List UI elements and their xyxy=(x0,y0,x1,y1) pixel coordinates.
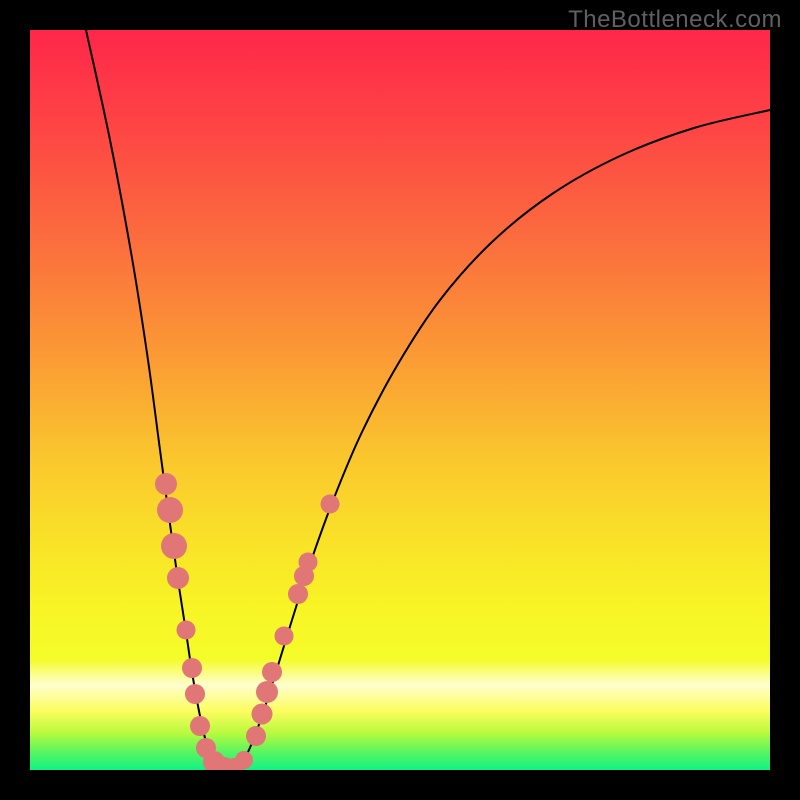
gradient-background xyxy=(30,30,770,770)
overlay-dot xyxy=(182,658,202,678)
overlay-dot xyxy=(190,716,210,736)
overlay-dot xyxy=(177,621,196,640)
overlay-dot xyxy=(275,627,294,646)
watermark-text: TheBottleneck.com xyxy=(568,6,782,34)
overlay-dot xyxy=(167,567,189,589)
overlay-dot xyxy=(256,681,278,703)
overlay-dot xyxy=(299,553,318,572)
bottleneck-plot xyxy=(0,0,800,800)
overlay-dot xyxy=(321,495,340,514)
overlay-dot xyxy=(246,726,266,746)
overlay-dot xyxy=(161,533,187,559)
overlay-dot xyxy=(155,473,177,495)
overlay-dot xyxy=(288,584,308,604)
overlay-dot xyxy=(262,662,282,682)
overlay-dot xyxy=(235,751,253,769)
overlay-dot xyxy=(185,684,205,704)
overlay-dot xyxy=(252,704,273,725)
chart-canvas: TheBottleneck.com xyxy=(0,0,800,800)
overlay-dot xyxy=(157,497,183,523)
